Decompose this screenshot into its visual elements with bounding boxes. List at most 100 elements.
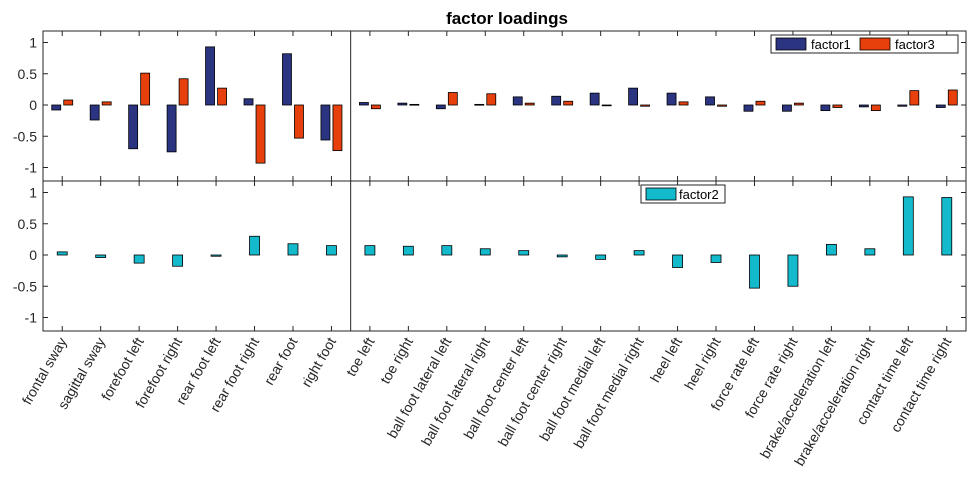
bar-factor2 xyxy=(326,245,337,256)
bar-factor3 xyxy=(332,104,343,152)
bar-factor3 xyxy=(524,102,535,106)
bar-factor2 xyxy=(825,243,837,256)
bar-factor1 xyxy=(128,104,139,150)
legend-label-factor1: factor1 xyxy=(811,37,851,52)
bar-factor2 xyxy=(595,254,607,260)
bar-factor1 xyxy=(205,46,215,106)
bar-factor1 xyxy=(320,104,331,141)
bar-factor2 xyxy=(749,254,760,289)
bar-factor3 xyxy=(678,101,689,106)
bar-factor1 xyxy=(551,95,562,106)
bar-factor2 xyxy=(787,254,799,287)
bar-factor1 xyxy=(705,96,715,106)
bar-factor1 xyxy=(858,104,869,108)
plot-frame xyxy=(42,30,967,182)
bar-factor3 xyxy=(217,87,227,106)
bar-factor2 xyxy=(95,254,107,258)
bar-factor2 xyxy=(441,245,453,256)
bar-factor3 xyxy=(870,104,881,112)
bar-factor2 xyxy=(133,254,145,264)
bar-factor3 xyxy=(640,104,651,107)
x-tick-label: ball foot center right xyxy=(494,334,569,449)
legend-bottom: factor2 xyxy=(640,184,726,204)
x-tick-label: rear foot xyxy=(261,334,301,387)
bar-factor2 xyxy=(672,254,683,268)
chart-title: factor loadings xyxy=(446,9,568,28)
bar-factor1 xyxy=(512,96,523,106)
bar-factor2 xyxy=(518,250,530,256)
bar-factor3 xyxy=(717,104,727,107)
legend-label-factor2: factor2 xyxy=(679,187,719,202)
plot-frame xyxy=(42,180,967,332)
bar-factor1 xyxy=(435,104,446,110)
y-tick-label: -1 xyxy=(25,160,38,176)
bar-factor1 xyxy=(243,98,254,106)
bar-factor1 xyxy=(782,104,792,112)
bar-factor3 xyxy=(63,99,74,106)
bar-factor1 xyxy=(820,104,831,112)
bar-factor2 xyxy=(249,235,260,256)
y-tick-label: 0.5 xyxy=(18,66,38,82)
legend-swatch-factor3 xyxy=(859,37,891,51)
bar-factor3 xyxy=(486,93,497,106)
panel-top: -1 -0.5 0 0.5 1 factor1 factor3 xyxy=(13,30,967,182)
bar-factor3 xyxy=(255,104,266,164)
bar-factor3 xyxy=(794,102,804,106)
bar-factor1 xyxy=(89,104,100,121)
y-tick-label: 0.5 xyxy=(18,216,38,232)
bar-factor3 xyxy=(832,104,843,108)
y-tick-label: 0 xyxy=(29,97,37,113)
x-tick-label: right foot xyxy=(298,334,339,389)
bar-factor1 xyxy=(666,92,677,106)
y-tick-label: -0.5 xyxy=(13,128,37,144)
panel-bottom: -1 -0.5 0 0.5 1 factor2 xyxy=(13,180,967,332)
bar-factor1 xyxy=(589,92,600,106)
bar-factor1 xyxy=(166,104,177,153)
bar-factor1 xyxy=(51,104,62,111)
bar-factor2 xyxy=(556,254,568,258)
bar-factor3 xyxy=(101,101,112,106)
x-tick-label: toe left xyxy=(343,334,378,378)
bars-bottom xyxy=(56,196,953,289)
bar-factor1 xyxy=(897,104,908,107)
bars-top xyxy=(51,46,958,164)
bar-factor3 xyxy=(563,100,574,106)
bar-factor3 xyxy=(294,104,304,139)
bar-factor3 xyxy=(409,103,420,106)
bar-factor3 xyxy=(755,100,766,106)
bar-factor2 xyxy=(172,254,184,267)
x-tick-label: ball foot medial right xyxy=(570,334,647,451)
legend-top: factor1 factor3 xyxy=(770,34,959,54)
bar-factor1 xyxy=(628,87,639,106)
bar-factor1 xyxy=(358,102,369,106)
panels-layer: -1 -0.5 0 0.5 1 factor1 factor3 -1 -0.5 0 0.5 1 fact… xyxy=(13,30,967,332)
x-tick-label: toe right xyxy=(377,334,416,386)
y-tick-label: -0.5 xyxy=(13,278,37,294)
bar-factor2 xyxy=(864,248,876,256)
y-tick-label: 1 xyxy=(29,185,37,201)
bar-factor2 xyxy=(210,254,222,257)
y-tick-label: -1 xyxy=(25,310,38,326)
bar-factor2 xyxy=(710,254,722,263)
bar-factor3 xyxy=(370,104,381,110)
x-tick-label: heel right xyxy=(681,334,724,392)
bar-factor1 xyxy=(397,102,408,106)
bar-factor3 xyxy=(178,78,189,106)
bar-factor2 xyxy=(941,197,953,256)
bar-factor1 xyxy=(935,104,946,108)
bar-factor2 xyxy=(56,251,68,256)
bar-factor3 xyxy=(140,72,151,106)
legend-swatch-factor2 xyxy=(645,187,677,201)
bar-factor3 xyxy=(601,104,612,107)
bar-factor2 xyxy=(902,196,914,256)
bar-factor3 xyxy=(447,92,458,106)
x-tick-label: ball foot lateral right xyxy=(418,334,493,448)
y-tick-label: 0 xyxy=(29,247,37,263)
bar-factor2 xyxy=(402,245,414,256)
bar-factor1 xyxy=(282,53,292,106)
bar-factor2 xyxy=(287,243,299,256)
bar-factor3 xyxy=(909,90,920,106)
bar-factor2 xyxy=(364,245,376,256)
